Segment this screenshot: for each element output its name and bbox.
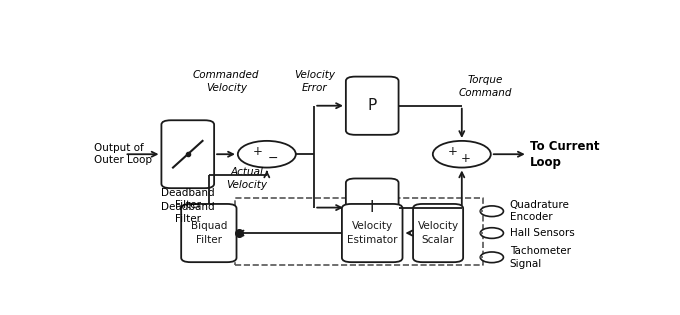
Text: Output of
Outer Loop: Output of Outer Loop bbox=[95, 143, 152, 165]
Text: To Current
Loop: To Current Loop bbox=[530, 140, 600, 169]
Text: Velocity
Estimator: Velocity Estimator bbox=[347, 221, 398, 245]
FancyBboxPatch shape bbox=[161, 120, 214, 188]
Text: +: + bbox=[461, 152, 471, 165]
Text: Velocity
Scalar: Velocity Scalar bbox=[418, 221, 458, 245]
FancyBboxPatch shape bbox=[346, 77, 398, 135]
FancyBboxPatch shape bbox=[181, 204, 237, 262]
FancyBboxPatch shape bbox=[342, 204, 403, 262]
Text: Biquad
Filter: Biquad Filter bbox=[190, 221, 227, 245]
Text: Tachometer
Signal: Tachometer Signal bbox=[510, 246, 571, 268]
Text: −: − bbox=[268, 152, 278, 165]
Text: Velocity
Error: Velocity Error bbox=[294, 70, 335, 93]
Circle shape bbox=[480, 206, 503, 216]
FancyBboxPatch shape bbox=[346, 179, 398, 237]
Text: +: + bbox=[253, 145, 262, 158]
Text: Torque
Command: Torque Command bbox=[459, 75, 512, 98]
Text: Commanded
Velocity: Commanded Velocity bbox=[193, 70, 260, 93]
FancyBboxPatch shape bbox=[413, 204, 463, 262]
Circle shape bbox=[238, 141, 296, 168]
Text: Deadband
Filter: Deadband Filter bbox=[161, 188, 215, 210]
Text: Deadband
Filter: Deadband Filter bbox=[161, 202, 215, 224]
Text: Quadrature
Encoder: Quadrature Encoder bbox=[510, 200, 570, 222]
Circle shape bbox=[432, 141, 491, 168]
Circle shape bbox=[480, 228, 503, 238]
Circle shape bbox=[480, 252, 503, 263]
Text: I: I bbox=[370, 200, 375, 215]
Text: P: P bbox=[368, 98, 377, 113]
Text: Actual
Velocity: Actual Velocity bbox=[226, 167, 267, 190]
Text: +: + bbox=[448, 145, 458, 158]
Text: Hall Sensors: Hall Sensors bbox=[510, 228, 575, 238]
